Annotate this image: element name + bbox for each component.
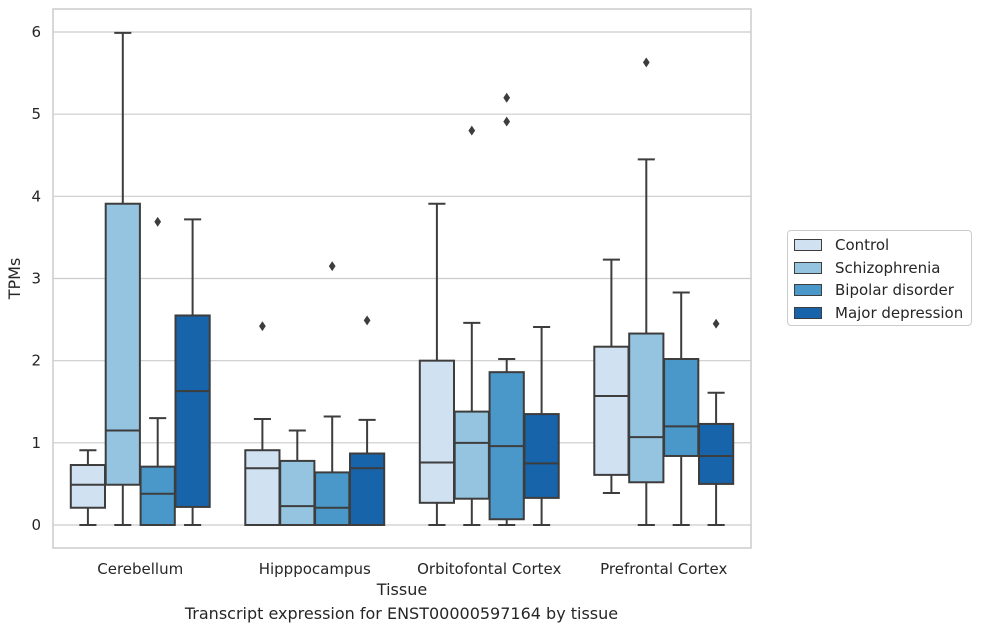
box-body [628, 332, 665, 484]
x-tick-label: Cerebellum [97, 560, 183, 578]
outlier-point [468, 125, 476, 136]
legend-item: Major depression [794, 303, 963, 323]
legend-label: Control [835, 236, 890, 254]
box-0-2 [139, 216, 176, 526]
box-body [453, 410, 490, 500]
y-axis-label: TPMs [5, 258, 24, 301]
box-3-1 [628, 57, 665, 526]
box-body [104, 202, 141, 486]
box-2-0 [418, 202, 456, 526]
outlier-point [503, 116, 511, 127]
legend-item: Control [794, 235, 889, 255]
box-body [663, 358, 700, 457]
box-body [279, 459, 316, 526]
legend-item: Bipolar disorder [794, 280, 954, 300]
legend-swatch [794, 284, 822, 296]
box-body [523, 413, 560, 499]
outlier-point [363, 315, 371, 326]
y-tick-label: 5 [31, 105, 41, 123]
box-body [697, 422, 735, 485]
box-body [139, 465, 176, 526]
box-2-2 [488, 92, 525, 526]
y-tick-label: 4 [31, 187, 41, 205]
box-body [418, 359, 456, 504]
box-body [244, 449, 281, 526]
legend-swatch [794, 239, 822, 251]
box-series [69, 31, 735, 526]
box-1-3 [348, 315, 386, 526]
box-1-2 [314, 261, 351, 526]
box-body [174, 314, 211, 508]
x-tick-label: Prefrontal Cortex [600, 560, 727, 578]
box-3-2 [663, 291, 700, 526]
outlier-point [712, 318, 720, 329]
box-1-1 [279, 429, 316, 526]
x-tick-label: Orbitofontal Cortex [417, 560, 561, 578]
legend-swatch [794, 261, 822, 274]
gridlines [53, 31, 751, 526]
box-0-1 [104, 31, 141, 526]
outlier-point [503, 92, 511, 103]
box-body [348, 452, 386, 526]
box-0-0 [69, 449, 107, 526]
legend-swatch [794, 306, 822, 319]
outlier-point [328, 261, 336, 272]
box-body [69, 464, 107, 509]
y-tick-label: 2 [31, 352, 41, 370]
box-0-3 [174, 218, 211, 526]
x-axis-label: Tissue [376, 580, 427, 599]
y-tick-label: 6 [31, 23, 41, 41]
box-body [593, 345, 630, 476]
y-tick-label: 3 [31, 270, 41, 288]
box-2-3 [523, 325, 560, 526]
legend-item: Schizophrenia [794, 258, 940, 278]
legend-label: Schizophrenia [835, 258, 941, 277]
y-tick-label: 1 [31, 434, 41, 452]
legend: Control Schizophrenia Bipolar disorder Majo… [787, 230, 972, 326]
outlier-point [259, 321, 266, 332]
plot-frame [52, 8, 752, 549]
legend-label: Bipolar disorder [835, 281, 954, 299]
box-1-0 [244, 321, 281, 526]
x-tick-label: Hipppocampus [259, 560, 371, 578]
outlier-point [154, 216, 162, 227]
box-3-3 [697, 318, 735, 526]
outlier-point [642, 57, 650, 68]
figure-caption: Transcript expression for ENST0000059716… [184, 604, 619, 623]
legend-label: Major depression [835, 303, 964, 322]
box-body [314, 471, 351, 526]
tick-labels: 0 1 2 3 4 5 6 Cerebellum Hipppocampus Orbitofonta… [31, 23, 727, 578]
box-3-0 [593, 258, 630, 494]
y-tick-label: 0 [31, 516, 41, 534]
box-2-1 [453, 125, 490, 526]
